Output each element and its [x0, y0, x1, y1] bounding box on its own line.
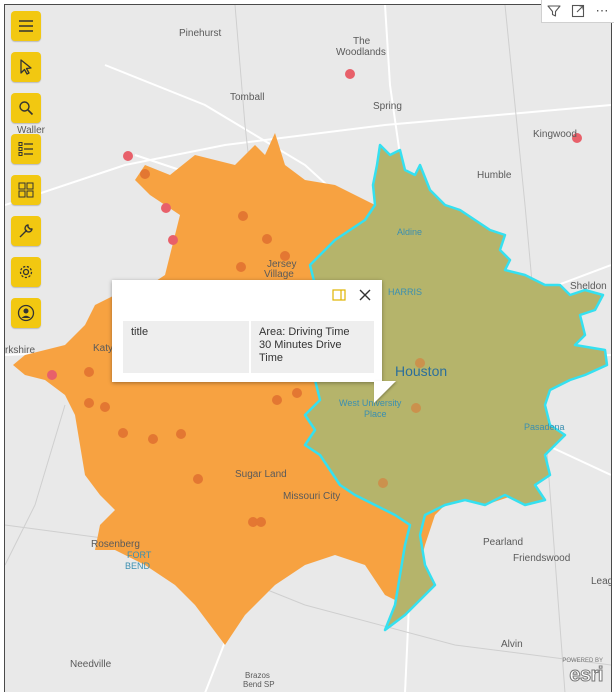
place-label: Place: [364, 409, 387, 419]
place-label: Needville: [70, 659, 112, 670]
place-label: Pearland: [483, 537, 524, 548]
place-label: Village: [264, 269, 294, 280]
select-button[interactable]: [11, 52, 41, 82]
hamburger-menu-icon: [19, 20, 33, 32]
legend-button[interactable]: [11, 134, 41, 164]
map-graphics: [5, 5, 611, 693]
place-label: Pinehurst: [179, 28, 222, 39]
user-account-icon: [17, 304, 35, 322]
place-label: West University: [339, 398, 402, 408]
popup-value-line: 30 Minutes Drive: [259, 339, 342, 351]
place-label: Brazos: [245, 671, 270, 680]
location-points: [84, 169, 425, 527]
place-label: Bend SP: [243, 680, 275, 689]
basemap-button[interactable]: [11, 175, 41, 205]
close-icon[interactable]: [358, 288, 372, 302]
place-label: Jersey: [267, 259, 297, 270]
place-label: Pasadena: [524, 422, 565, 432]
filter-button[interactable]: [542, 0, 566, 22]
place-label: BEND: [125, 561, 151, 571]
gear-settings-icon: [19, 265, 33, 279]
settings-button[interactable]: [11, 257, 41, 287]
popup-actions: [332, 288, 372, 302]
esri-logo: esri: [569, 664, 604, 687]
popup-value-line: Area: Driving Time: [259, 326, 350, 338]
place-label: Sugar Land: [235, 469, 287, 480]
pointer-select-icon: [20, 59, 32, 75]
legend-list-icon: [18, 142, 33, 156]
place-label: Houston: [395, 363, 448, 379]
popup-field-label: title: [123, 321, 251, 373]
popup-field-value: Area: Driving Time 30 Minutes Drive Time: [251, 321, 374, 373]
place-label: Rosenberg: [91, 539, 140, 550]
focus-mode-button[interactable]: [566, 0, 590, 22]
dock-popup-icon[interactable]: [332, 289, 346, 301]
place-label: Aldine: [397, 227, 423, 237]
place-label: The: [353, 36, 371, 47]
map-canvas[interactable]: Pinehurst The Woodlands Tomball Spring W…: [5, 5, 611, 693]
place-label: Waller: [17, 125, 45, 136]
popup-pointer: [374, 381, 396, 403]
search-button[interactable]: [11, 93, 41, 123]
wrench-tools-icon: [19, 224, 33, 238]
tools-button[interactable]: [11, 216, 41, 246]
menu-button[interactable]: [11, 11, 41, 41]
esri-attribution[interactable]: POWERED BY esri: [562, 658, 604, 687]
place-label: Kingwood: [533, 129, 577, 140]
place-label: Friendswood: [513, 553, 571, 564]
place-label: Sheldon: [570, 281, 607, 292]
more-options-button[interactable]: ⋯: [595, 3, 609, 18]
feature-popup: title Area: Driving Time 30 Minutes Driv…: [112, 280, 396, 403]
search-icon: [19, 101, 34, 116]
popup-value-line: Time: [259, 352, 284, 364]
pink-location-points: [47, 69, 582, 380]
place-label: Tomball: [230, 92, 265, 103]
place-label: rkshire: [5, 345, 36, 356]
funnel-filter-icon: [547, 5, 561, 17]
place-label: Spring: [373, 101, 402, 112]
place-label: Woodlands: [336, 47, 386, 58]
place-label: FORT: [127, 550, 152, 560]
place-label: Missouri City: [283, 491, 341, 502]
place-label: Humble: [477, 170, 512, 181]
visual-header: ⋯: [541, 0, 614, 23]
map-visual-frame: Pinehurst The Woodlands Tomball Spring W…: [4, 4, 612, 694]
place-label: Alvin: [501, 639, 523, 650]
place-label: HARRIS: [388, 287, 423, 297]
basemap-gallery-icon: [18, 182, 34, 198]
account-button[interactable]: [11, 298, 41, 328]
popup-attribute-table: title Area: Driving Time 30 Minutes Driv…: [123, 321, 374, 373]
powered-by-text: POWERED BY: [562, 658, 603, 664]
focus-mode-icon: [571, 4, 585, 18]
canvas-bottom-strip: [0, 692, 614, 698]
place-label: Katy: [93, 343, 114, 354]
place-label: Leag: [591, 576, 612, 587]
